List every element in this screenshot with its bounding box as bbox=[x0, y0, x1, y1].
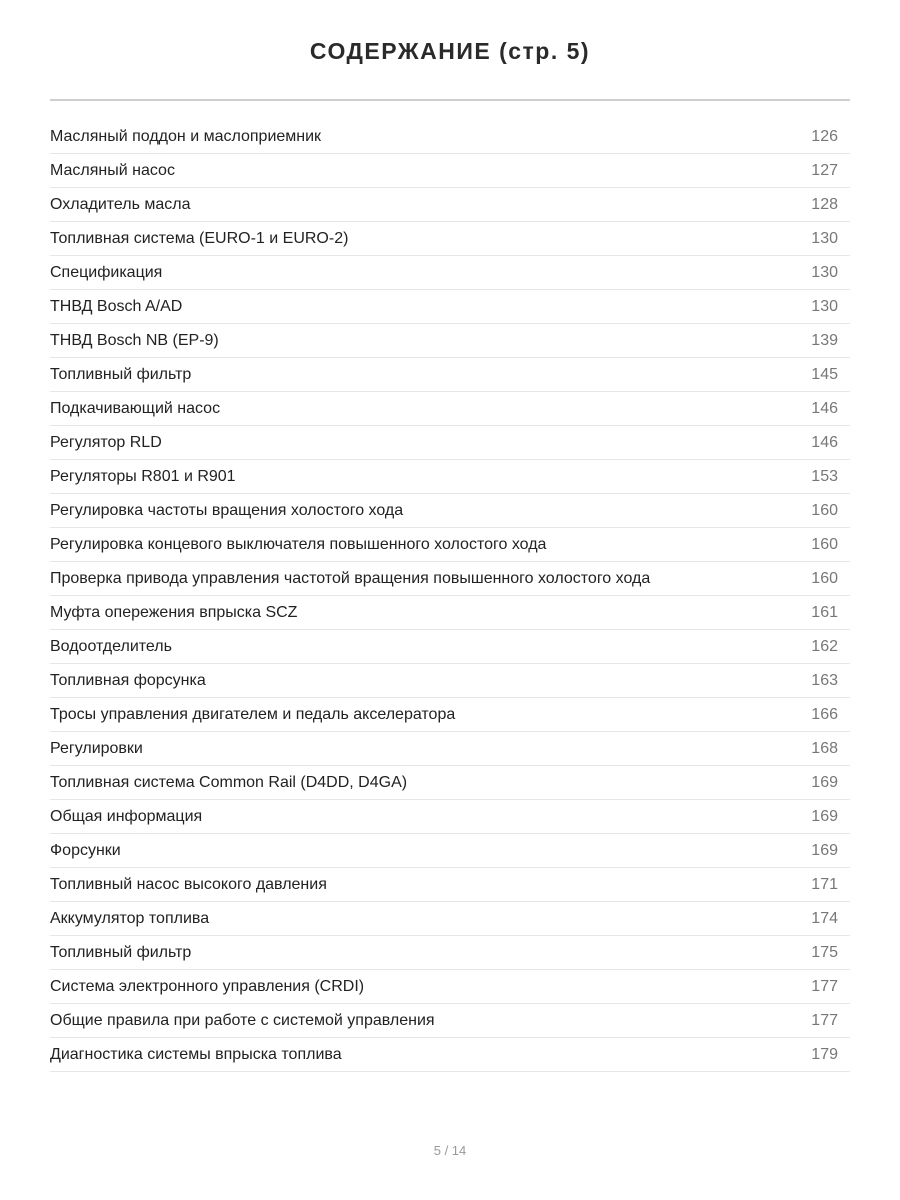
toc-entry[interactable]: Спецификация 130 bbox=[50, 256, 850, 290]
toc-entry-label: Тросы управления двигателем и педаль акс… bbox=[50, 705, 456, 723]
toc-entry-label: Масляный поддон и маслоприемник bbox=[50, 127, 322, 145]
toc-entry[interactable]: ТНВД Bosch A/AD 130 bbox=[50, 290, 850, 324]
toc-entry[interactable]: Водоотделитель 162 bbox=[50, 630, 850, 664]
toc-entry[interactable]: ТНВД Bosch NB (EP-9) 139 bbox=[50, 324, 850, 358]
toc-entry-label: Топливный фильтр bbox=[50, 943, 192, 961]
toc-entry-page: 153 bbox=[811, 467, 838, 485]
toc-entry[interactable]: Охладитель масла 128 bbox=[50, 188, 850, 222]
toc-entry[interactable]: Подкачивающий насос 146 bbox=[50, 392, 850, 426]
title-divider bbox=[50, 99, 850, 101]
toc-entry-page: 175 bbox=[811, 943, 838, 961]
toc-entry-label: Охладитель масла bbox=[50, 195, 191, 213]
toc-entry-label: Регуляторы R801 и R901 bbox=[50, 467, 236, 485]
toc-entry[interactable]: Регулировка частоты вращения холостого х… bbox=[50, 494, 850, 528]
toc-entry-page: 160 bbox=[811, 535, 838, 553]
toc-entry-page: 163 bbox=[811, 671, 838, 689]
toc-entry-page: 146 bbox=[811, 399, 838, 417]
toc-entry-page: 174 bbox=[811, 909, 838, 927]
page-indicator: 5 / 14 bbox=[433, 1143, 467, 1158]
toc-entry-label: Водоотделитель bbox=[50, 637, 172, 655]
toc-entry-label: Подкачивающий насос bbox=[50, 399, 221, 417]
toc-entry-label: Система электронного управления (CRDI) bbox=[50, 977, 365, 995]
toc-entry[interactable]: Регуляторы R801 и R901 153 bbox=[50, 460, 850, 494]
toc-entry-page: 130 bbox=[811, 229, 838, 247]
toc-entry-page: 139 bbox=[811, 331, 838, 349]
toc-entry-label: Спецификация bbox=[50, 263, 163, 281]
toc-entry-page: 169 bbox=[811, 773, 838, 791]
toc-entry-label: ТНВД Bosch NB (EP-9) bbox=[50, 331, 219, 349]
toc-entry[interactable]: Топливный фильтр 145 bbox=[50, 358, 850, 392]
toc-entry[interactable]: Форсунки 169 bbox=[50, 834, 850, 868]
toc-entry[interactable]: Масляный поддон и маслоприемник 126 bbox=[50, 120, 850, 154]
toc-entry-label: Диагностика системы впрыска топлива bbox=[50, 1045, 342, 1063]
toc-entry-page: 169 bbox=[811, 841, 838, 859]
toc-entry-label: Топливная форсунка bbox=[50, 671, 206, 689]
toc-entry[interactable]: Регулировки 168 bbox=[50, 732, 850, 766]
toc-entry-label: Топливный насос высокого давления bbox=[50, 875, 327, 893]
toc-entry-page: 127 bbox=[811, 161, 838, 179]
toc-entry-label: Топливная система Common Rail (D4DD, D4G… bbox=[50, 773, 408, 791]
toc-entry-page: 168 bbox=[811, 739, 838, 757]
toc-entry-label: Форсунки bbox=[50, 841, 121, 859]
toc-entry-page: 177 bbox=[811, 1011, 838, 1029]
toc-entry[interactable]: Топливный насос высокого давления 171 bbox=[50, 868, 850, 902]
toc-entry-label: Проверка привода управления частотой вра… bbox=[50, 569, 651, 587]
toc-entry-page: 146 bbox=[811, 433, 838, 451]
toc-entry[interactable]: Общие правила при работе с системой упра… bbox=[50, 1004, 850, 1038]
toc-entry[interactable]: Диагностика системы впрыска топлива 179 bbox=[50, 1038, 850, 1072]
toc-entry[interactable]: Муфта опережения впрыска SCZ 161 bbox=[50, 596, 850, 630]
toc-entry-page: 169 bbox=[811, 807, 838, 825]
toc-entry[interactable]: Топливная система Common Rail (D4DD, D4G… bbox=[50, 766, 850, 800]
toc-entry[interactable]: Регулятор RLD 146 bbox=[50, 426, 850, 460]
toc-entry-page: 177 bbox=[811, 977, 838, 995]
toc-entry-page: 128 bbox=[811, 195, 838, 213]
toc-entry-label: Общая информация bbox=[50, 807, 203, 825]
toc-entry-label: Общие правила при работе с системой упра… bbox=[50, 1011, 435, 1029]
toc-entry-label: Регулировки bbox=[50, 739, 143, 757]
toc-entry-label: Регулятор RLD bbox=[50, 433, 162, 451]
toc-entry-page: 130 bbox=[811, 263, 838, 281]
page-title: СОДЕРЖАНИЕ (стр. 5) bbox=[309, 38, 591, 64]
toc-entry[interactable]: Тросы управления двигателем и педаль акс… bbox=[50, 698, 850, 732]
toc-entry-page: 130 bbox=[811, 297, 838, 315]
toc-entry[interactable]: Топливный фильтр 175 bbox=[50, 936, 850, 970]
toc-entry-page: 171 bbox=[811, 875, 838, 893]
toc-entry-label: Регулировка частоты вращения холостого х… bbox=[50, 501, 404, 519]
toc-entry-page: 160 bbox=[811, 501, 838, 519]
toc-entry-label: Муфта опережения впрыска SCZ bbox=[50, 603, 298, 621]
toc-entry[interactable]: Топливная система (EURO-1 и EURO-2) 130 bbox=[50, 222, 850, 256]
toc-entry-page: 162 bbox=[811, 637, 838, 655]
toc-entry-label: ТНВД Bosch A/AD bbox=[50, 297, 183, 315]
toc-entry[interactable]: Регулировка концевого выключателя повыше… bbox=[50, 528, 850, 562]
toc-entry-page: 145 bbox=[811, 365, 838, 383]
toc-entry-page: 166 bbox=[811, 705, 838, 723]
toc-entry[interactable]: Топливная форсунка 163 bbox=[50, 664, 850, 698]
toc-entry-page: 126 bbox=[811, 127, 838, 145]
toc-entry-label: Топливная система (EURO-1 и EURO-2) bbox=[50, 229, 349, 247]
toc-entry-page: 160 bbox=[811, 569, 838, 587]
toc-entry[interactable]: Аккумулятор топлива 174 bbox=[50, 902, 850, 936]
toc-entry-label: Аккумулятор топлива bbox=[50, 909, 210, 927]
toc-entry[interactable]: Общая информация 169 bbox=[50, 800, 850, 834]
toc-entry-page: 161 bbox=[811, 603, 838, 621]
toc-entry-label: Масляный насос bbox=[50, 161, 175, 179]
toc-entry[interactable]: Проверка привода управления частотой вра… bbox=[50, 562, 850, 596]
toc-entry-label: Регулировка концевого выключателя повыше… bbox=[50, 535, 547, 553]
toc-entry[interactable]: Масляный насос 127 bbox=[50, 154, 850, 188]
toc-entry[interactable]: Система электронного управления (CRDI) 17… bbox=[50, 970, 850, 1004]
table-of-contents: Масляный поддон и маслоприемник 126 Маслян… bbox=[50, 120, 850, 1072]
toc-entry-page: 179 bbox=[811, 1045, 838, 1063]
toc-entry-label: Топливный фильтр bbox=[50, 365, 192, 383]
